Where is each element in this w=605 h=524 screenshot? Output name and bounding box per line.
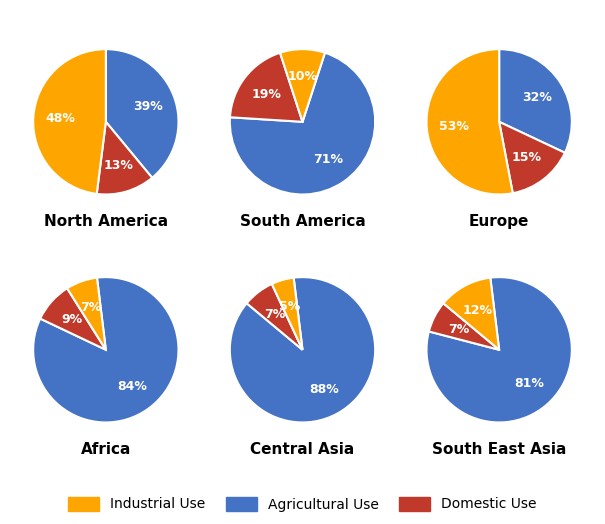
Wedge shape bbox=[33, 277, 178, 422]
Wedge shape bbox=[427, 49, 513, 194]
Wedge shape bbox=[427, 277, 572, 422]
Text: 19%: 19% bbox=[252, 88, 282, 101]
Wedge shape bbox=[33, 49, 106, 194]
Text: 15%: 15% bbox=[512, 151, 542, 164]
Title: North America: North America bbox=[44, 214, 168, 229]
Text: 81%: 81% bbox=[514, 377, 544, 390]
Text: 88%: 88% bbox=[309, 383, 339, 396]
Wedge shape bbox=[247, 284, 302, 350]
Wedge shape bbox=[499, 49, 572, 153]
Title: Africa: Africa bbox=[80, 442, 131, 457]
Text: 10%: 10% bbox=[287, 70, 318, 83]
Wedge shape bbox=[230, 53, 375, 194]
Text: 7%: 7% bbox=[448, 323, 469, 336]
Text: 39%: 39% bbox=[133, 100, 163, 113]
Title: South East Asia: South East Asia bbox=[432, 442, 566, 457]
Text: 48%: 48% bbox=[46, 113, 76, 125]
Text: 84%: 84% bbox=[117, 380, 147, 393]
Text: 53%: 53% bbox=[439, 119, 469, 133]
Text: 7%: 7% bbox=[80, 301, 102, 314]
Wedge shape bbox=[106, 49, 178, 178]
Wedge shape bbox=[230, 277, 375, 422]
Wedge shape bbox=[499, 122, 565, 193]
Legend: Industrial Use, Agricultural Use, Domestic Use: Industrial Use, Agricultural Use, Domest… bbox=[63, 491, 542, 517]
Title: Central Asia: Central Asia bbox=[250, 442, 355, 457]
Wedge shape bbox=[443, 278, 499, 350]
Wedge shape bbox=[40, 288, 106, 350]
Wedge shape bbox=[97, 122, 152, 194]
Wedge shape bbox=[67, 278, 106, 350]
Text: 5%: 5% bbox=[280, 300, 301, 313]
Title: Europe: Europe bbox=[469, 214, 529, 229]
Wedge shape bbox=[280, 49, 325, 122]
Wedge shape bbox=[272, 278, 302, 350]
Text: 7%: 7% bbox=[264, 308, 286, 321]
Text: 12%: 12% bbox=[463, 304, 492, 316]
Wedge shape bbox=[230, 53, 302, 122]
Text: 71%: 71% bbox=[313, 152, 343, 166]
Title: South America: South America bbox=[240, 214, 365, 229]
Text: 32%: 32% bbox=[522, 91, 552, 104]
Text: 9%: 9% bbox=[62, 313, 83, 326]
Text: 13%: 13% bbox=[103, 159, 133, 171]
Wedge shape bbox=[429, 303, 499, 350]
